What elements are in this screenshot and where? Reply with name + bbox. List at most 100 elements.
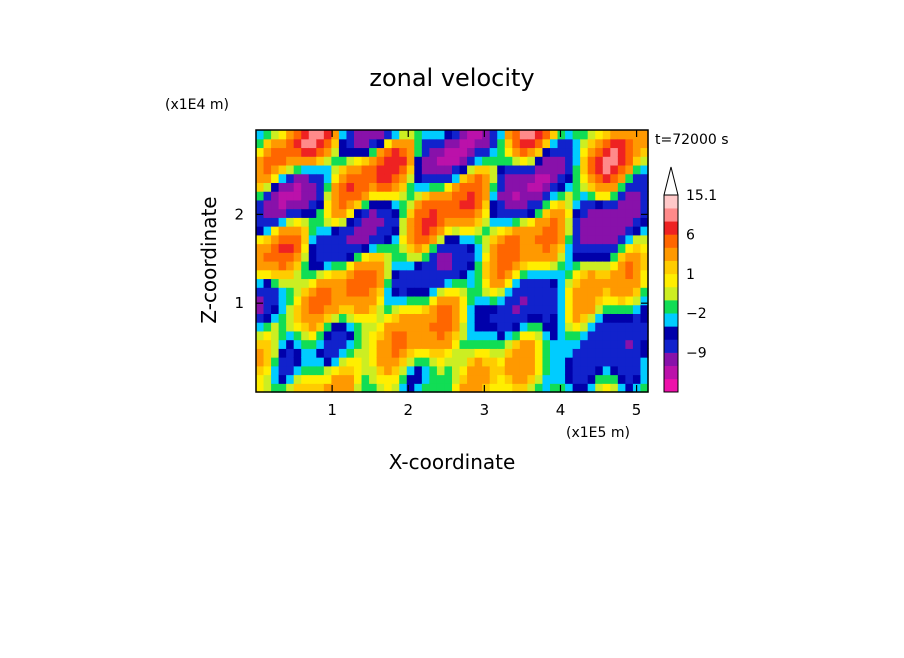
- field-cell: [391, 304, 400, 314]
- field-cell: [625, 383, 634, 393]
- field-cell: [436, 322, 446, 332]
- field-cell: [414, 269, 423, 280]
- field-cell: [452, 226, 461, 236]
- field-cell: [452, 208, 461, 218]
- field-cell: [354, 199, 363, 210]
- field-cell: [406, 278, 415, 288]
- field-cell: [610, 243, 619, 253]
- field-cell: [572, 322, 581, 332]
- field-cell: [323, 295, 332, 306]
- field-cell: [482, 156, 491, 166]
- field-cell: [497, 217, 506, 227]
- field-cell: [376, 226, 385, 236]
- field-cell: [519, 339, 528, 349]
- field-cell: [459, 173, 468, 183]
- field-cell: [354, 374, 363, 384]
- field-cell: [572, 348, 581, 358]
- field-cell: [534, 234, 544, 245]
- field-cell: [436, 348, 446, 358]
- field-cell: [459, 226, 468, 236]
- y-ticks: 12: [234, 205, 648, 312]
- field-cell: [331, 164, 340, 175]
- field-cell: [504, 208, 513, 218]
- field-cell: [436, 295, 446, 306]
- field-cell: [444, 191, 453, 201]
- field-cell: [308, 330, 317, 341]
- field-cell: [512, 164, 521, 175]
- field-cell: [354, 339, 363, 349]
- field-cell: [361, 304, 370, 314]
- field-cell: [617, 138, 626, 149]
- field-cell: [474, 330, 483, 341]
- field-cell: [512, 330, 521, 341]
- field-cell: [459, 147, 468, 157]
- field-cell: [519, 226, 528, 236]
- field-cell: [293, 269, 302, 280]
- field-cell: [632, 304, 642, 314]
- field-cell: [557, 304, 566, 314]
- field-cell: [421, 191, 430, 201]
- field-cell: [436, 156, 446, 166]
- field-cell: [602, 374, 611, 384]
- field-cell: [331, 182, 340, 192]
- field-cell: [580, 208, 589, 218]
- field-cell: [323, 226, 332, 236]
- field-cell: [293, 304, 302, 314]
- field-cell: [640, 383, 649, 393]
- field-cell: [429, 339, 438, 349]
- field-cell: [263, 330, 272, 341]
- field-cell: [338, 339, 348, 349]
- field-cell: [482, 330, 491, 341]
- field-cell: [399, 156, 408, 166]
- field-cell: [391, 383, 400, 393]
- field-cell: [640, 182, 649, 192]
- field-cell: [467, 252, 476, 262]
- field-cell: [421, 374, 430, 384]
- field-cell: [497, 261, 506, 271]
- field-cell: [625, 278, 634, 288]
- field-cell: [316, 156, 325, 166]
- field-cell: [640, 156, 649, 166]
- field-cell: [331, 191, 340, 201]
- field-cell: [467, 348, 476, 358]
- field-cell: [557, 287, 566, 297]
- field-cell: [369, 261, 378, 271]
- field-cell: [557, 252, 566, 262]
- field-cell: [459, 252, 468, 262]
- field-cell: [610, 234, 619, 245]
- field-cell: [640, 287, 649, 297]
- field-cell: [550, 173, 559, 183]
- field-cell: [293, 217, 302, 227]
- field-cell: [414, 313, 423, 323]
- field-cell: [459, 339, 468, 349]
- field-cell: [301, 322, 310, 332]
- field-cell: [474, 278, 483, 288]
- field-cell: [338, 374, 348, 384]
- field-cell: [444, 383, 453, 393]
- field-cell: [316, 199, 325, 210]
- field-cell: [308, 322, 317, 332]
- field-cell: [550, 357, 559, 367]
- field-cell: [452, 278, 461, 288]
- field-cell: [625, 226, 634, 236]
- field-cell: [444, 138, 453, 149]
- field-cell: [632, 357, 642, 367]
- field-cell: [617, 226, 626, 236]
- field-cell: [384, 234, 393, 245]
- field-cell: [293, 208, 302, 218]
- field-cell: [391, 278, 400, 288]
- field-cell: [331, 278, 340, 288]
- field-cell: [384, 278, 393, 288]
- field-cell: [256, 383, 265, 393]
- field-cell: [414, 156, 423, 166]
- field-cell: [519, 243, 528, 253]
- field-cell: [512, 322, 521, 332]
- colorbar-swatch: [664, 365, 678, 380]
- field-cell: [452, 339, 461, 349]
- field-cell: [595, 234, 604, 245]
- field-cell: [323, 182, 332, 192]
- field-cell: [489, 217, 498, 227]
- field-cell: [459, 269, 468, 280]
- field-cell: [384, 330, 393, 341]
- field-cell: [497, 138, 506, 149]
